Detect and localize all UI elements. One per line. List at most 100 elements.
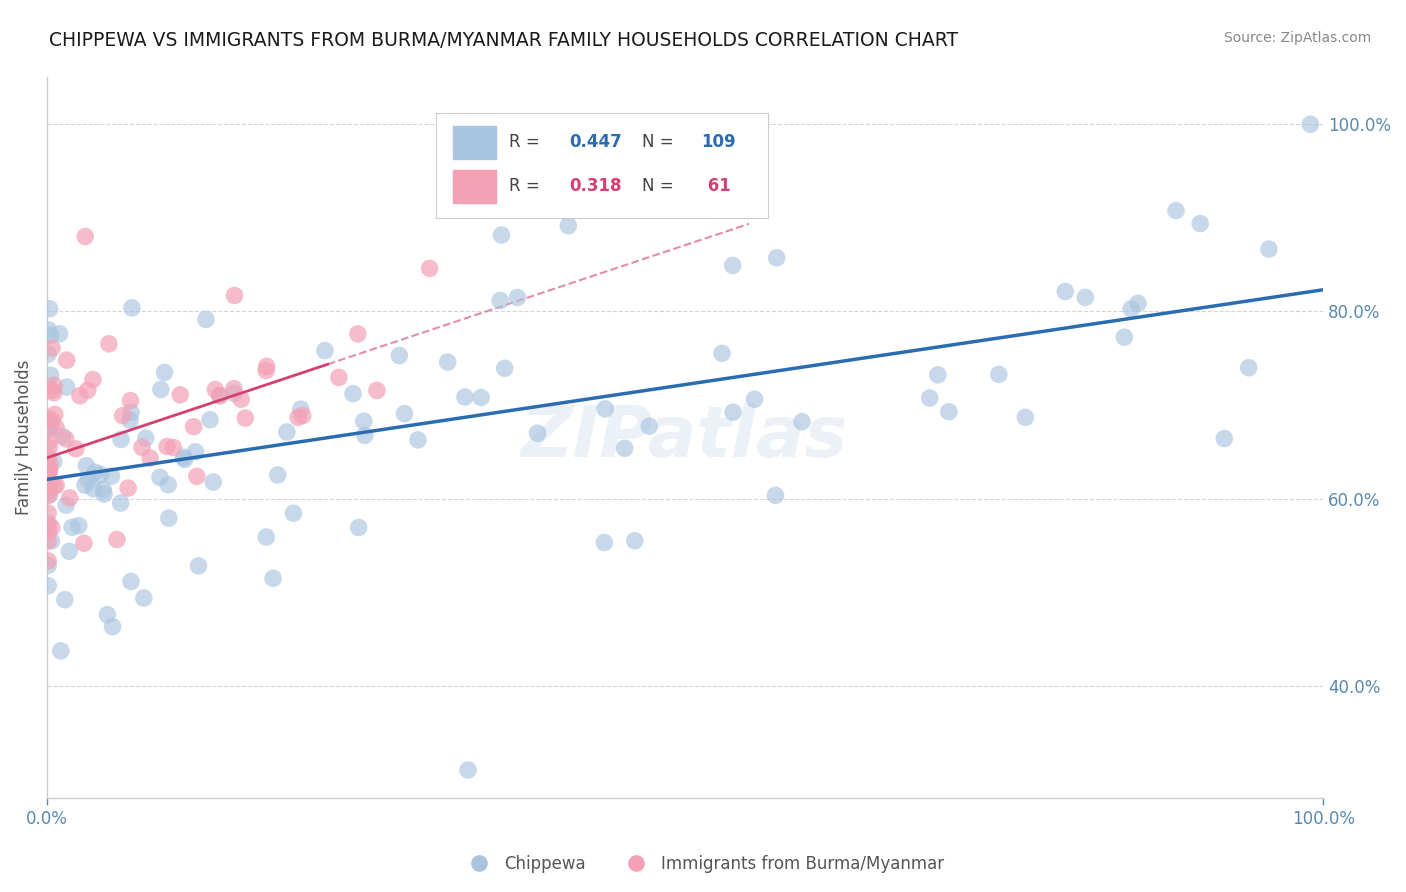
Point xyxy=(927,368,949,382)
Point xyxy=(110,433,132,447)
Point xyxy=(110,496,132,510)
Point xyxy=(37,483,59,498)
Point xyxy=(489,293,512,308)
Point xyxy=(59,491,82,505)
Point xyxy=(39,368,62,383)
Point xyxy=(135,431,157,445)
Point xyxy=(198,413,221,427)
Point xyxy=(593,535,616,549)
Point xyxy=(69,389,91,403)
Point xyxy=(254,363,277,377)
Point xyxy=(149,383,172,397)
Point xyxy=(169,388,191,402)
Point xyxy=(1237,360,1260,375)
Y-axis label: Family Households: Family Households xyxy=(15,360,32,516)
Point xyxy=(37,450,59,464)
Point xyxy=(37,347,59,361)
Point xyxy=(183,419,205,434)
Point xyxy=(38,434,60,448)
Point xyxy=(60,520,83,534)
Point xyxy=(491,228,513,243)
Point xyxy=(173,450,195,464)
Point xyxy=(613,442,636,456)
Point xyxy=(938,405,960,419)
Point xyxy=(457,763,479,777)
Point xyxy=(37,423,59,437)
Point xyxy=(1114,330,1136,344)
Point xyxy=(44,479,66,493)
Point xyxy=(105,533,128,547)
Point xyxy=(1189,217,1212,231)
Point xyxy=(1126,296,1149,310)
Point xyxy=(208,389,231,403)
Point xyxy=(67,518,90,533)
Point xyxy=(194,312,217,326)
Point xyxy=(494,361,516,376)
Point xyxy=(55,498,77,512)
Point xyxy=(37,554,59,568)
Point xyxy=(184,445,207,459)
Point xyxy=(256,359,278,374)
Point xyxy=(406,433,429,447)
Point xyxy=(346,326,368,341)
Point xyxy=(454,390,477,404)
Point xyxy=(101,619,124,633)
Point xyxy=(131,440,153,454)
Point xyxy=(73,536,96,550)
Point xyxy=(93,487,115,501)
Point xyxy=(82,372,104,386)
Point xyxy=(153,365,176,379)
Point xyxy=(37,466,59,480)
Point xyxy=(132,591,155,605)
Point xyxy=(117,481,139,495)
Point xyxy=(83,465,105,479)
Point xyxy=(506,290,529,304)
Point xyxy=(38,488,60,502)
Point xyxy=(48,326,70,341)
Point xyxy=(557,219,579,233)
Point xyxy=(173,452,195,467)
Point xyxy=(121,301,143,315)
Point xyxy=(41,384,63,398)
Point xyxy=(765,488,787,502)
Point xyxy=(38,463,60,477)
Point xyxy=(41,413,63,427)
Text: CHIPPEWA VS IMMIGRANTS FROM BURMA/MYANMAR FAMILY HOUSEHOLDS CORRELATION CHART: CHIPPEWA VS IMMIGRANTS FROM BURMA/MYANMA… xyxy=(49,31,959,50)
Point xyxy=(120,393,142,408)
Point xyxy=(276,425,298,439)
Point xyxy=(1121,301,1143,316)
Point xyxy=(233,411,256,425)
Point xyxy=(45,420,67,434)
Point xyxy=(55,380,77,394)
Point xyxy=(1014,410,1036,425)
Point xyxy=(291,409,314,423)
Point xyxy=(75,229,97,244)
Point xyxy=(37,460,59,475)
Point xyxy=(37,533,59,548)
Point xyxy=(1164,203,1187,218)
Point xyxy=(436,355,458,369)
Point xyxy=(204,383,226,397)
Point xyxy=(353,414,375,428)
Point xyxy=(65,442,87,456)
Point xyxy=(53,592,76,607)
Point xyxy=(37,412,59,426)
Point xyxy=(209,388,232,402)
Point xyxy=(37,558,59,573)
Point xyxy=(37,518,59,533)
Point xyxy=(623,533,645,548)
Point xyxy=(37,516,59,530)
Point xyxy=(51,429,73,443)
Point xyxy=(38,464,60,478)
Point xyxy=(120,405,142,419)
Point xyxy=(328,370,350,384)
Point xyxy=(710,346,733,360)
Point xyxy=(41,533,63,548)
Point xyxy=(42,455,65,469)
Point xyxy=(42,378,65,392)
Point xyxy=(157,477,180,491)
Point xyxy=(41,521,63,535)
Point xyxy=(37,524,59,538)
Point xyxy=(287,410,309,425)
Point xyxy=(111,409,134,423)
